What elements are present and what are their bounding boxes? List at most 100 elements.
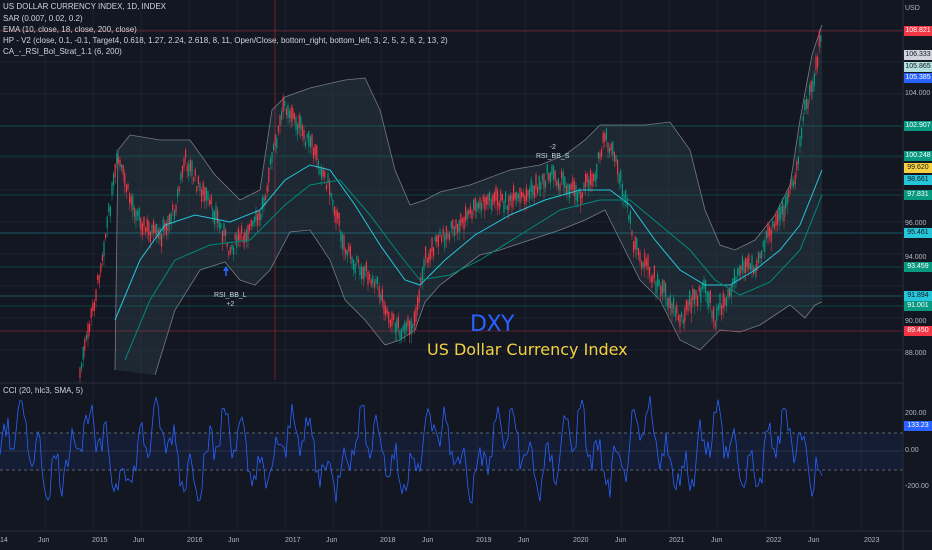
ema-slow-line <box>124 179 823 361</box>
candle-body <box>313 147 315 159</box>
candle-body <box>717 304 719 311</box>
candle-body <box>353 259 355 271</box>
candle-body <box>170 213 172 224</box>
candle-body <box>789 182 791 189</box>
cci-value-label: 133.23 <box>904 421 932 431</box>
candle-body <box>666 297 668 307</box>
candle-body <box>801 128 803 139</box>
candle-body <box>90 307 92 319</box>
candle-body <box>181 165 183 178</box>
candle-body <box>597 152 599 159</box>
candle-body <box>599 153 601 159</box>
price-label: 93.459 <box>904 262 932 272</box>
indicator-hp-v2[interactable]: HP - V2 (close, 0.1, -0.1, Target4, 0.61… <box>3 36 448 45</box>
candle-body <box>317 160 319 169</box>
candle-body <box>226 242 228 247</box>
candle-body <box>509 195 511 201</box>
candle-body <box>669 295 671 309</box>
candle-body <box>556 181 558 186</box>
candle-body <box>140 218 142 231</box>
candle-body <box>194 169 196 177</box>
candle-body <box>609 148 611 154</box>
candle-body <box>277 126 279 132</box>
price-label: 105.385 <box>904 73 932 83</box>
candle-body <box>645 259 647 266</box>
candle-body <box>434 236 436 242</box>
time-axis-label: 14 <box>0 537 8 544</box>
candle-body <box>765 230 767 239</box>
indicator-rsi-bol[interactable]: CA_-_RSI_Bol_Strat_1.1 (6, 200) <box>3 47 122 56</box>
candle-body <box>661 280 663 295</box>
price-label: 106.333 <box>904 50 932 60</box>
candle-body <box>129 193 131 203</box>
candle-body <box>381 288 383 302</box>
candle-body <box>553 166 555 180</box>
candle-body <box>554 170 556 182</box>
candle-body <box>461 218 463 224</box>
candle-body <box>113 173 115 186</box>
candle-body <box>162 219 164 232</box>
candle-body <box>253 217 255 223</box>
price-label: 89.450 <box>904 326 932 336</box>
candle-body <box>213 211 215 225</box>
candle-body <box>474 198 476 212</box>
cci-title[interactable]: CCI (20, hlc3, SMA, 5) <box>3 386 84 395</box>
candle-body <box>442 228 444 236</box>
indicator-ema[interactable]: EMA (10, close, 18, close, 200, close) <box>3 25 137 34</box>
horizontal-levels <box>0 30 903 332</box>
candle-body <box>309 136 311 148</box>
candle-body <box>266 185 268 193</box>
candle-body <box>250 219 252 226</box>
candle-body <box>756 260 758 272</box>
candle-body <box>559 183 561 191</box>
candle-body <box>729 288 731 297</box>
candle-body <box>657 273 659 287</box>
candle-body <box>263 196 265 206</box>
candle-body <box>367 271 369 285</box>
candle-body <box>290 107 292 122</box>
candle-body <box>156 223 158 237</box>
candle-body <box>399 330 401 339</box>
indicator-sar[interactable]: SAR (0.007, 0.02, 0.2) <box>3 14 83 23</box>
candle-body <box>573 181 575 196</box>
candle-body <box>495 186 497 201</box>
candle-body <box>175 204 177 213</box>
candle-body <box>401 328 403 339</box>
candle-body <box>583 182 585 190</box>
time-axis-label: Jun <box>326 537 338 544</box>
candle-body <box>210 195 212 205</box>
candle-body <box>421 268 423 281</box>
candle-body <box>130 196 132 206</box>
candle-body <box>668 297 670 309</box>
candle-body <box>298 114 300 129</box>
candle-body <box>818 31 820 47</box>
candle-body <box>540 182 542 191</box>
candle-body <box>679 314 681 327</box>
candle-body <box>292 108 294 119</box>
candle-body <box>319 168 321 175</box>
candle-body <box>407 316 409 327</box>
candle-body <box>745 257 747 273</box>
candle-body <box>337 211 339 219</box>
candle-body <box>377 276 379 284</box>
price-label: 91.894 <box>904 291 932 301</box>
candle-body <box>444 234 446 248</box>
chart-title[interactable]: US DOLLAR CURRENCY INDEX, 1D, INDEX <box>3 2 166 11</box>
candle-body <box>687 301 689 312</box>
candle-body <box>188 163 190 177</box>
candle-body <box>145 227 147 232</box>
candle-body <box>738 266 740 276</box>
candle-body <box>781 199 783 215</box>
candle-body <box>402 325 404 331</box>
candle-body <box>772 220 774 227</box>
candle-body <box>447 233 449 239</box>
candle-body <box>204 187 206 202</box>
cci-band-fill <box>0 433 903 470</box>
candle-body <box>785 196 787 209</box>
candle-body <box>815 56 817 70</box>
candle-body <box>508 195 510 211</box>
candle-body <box>124 173 126 186</box>
currency-label: USD <box>905 5 920 12</box>
candle-body <box>695 290 697 299</box>
